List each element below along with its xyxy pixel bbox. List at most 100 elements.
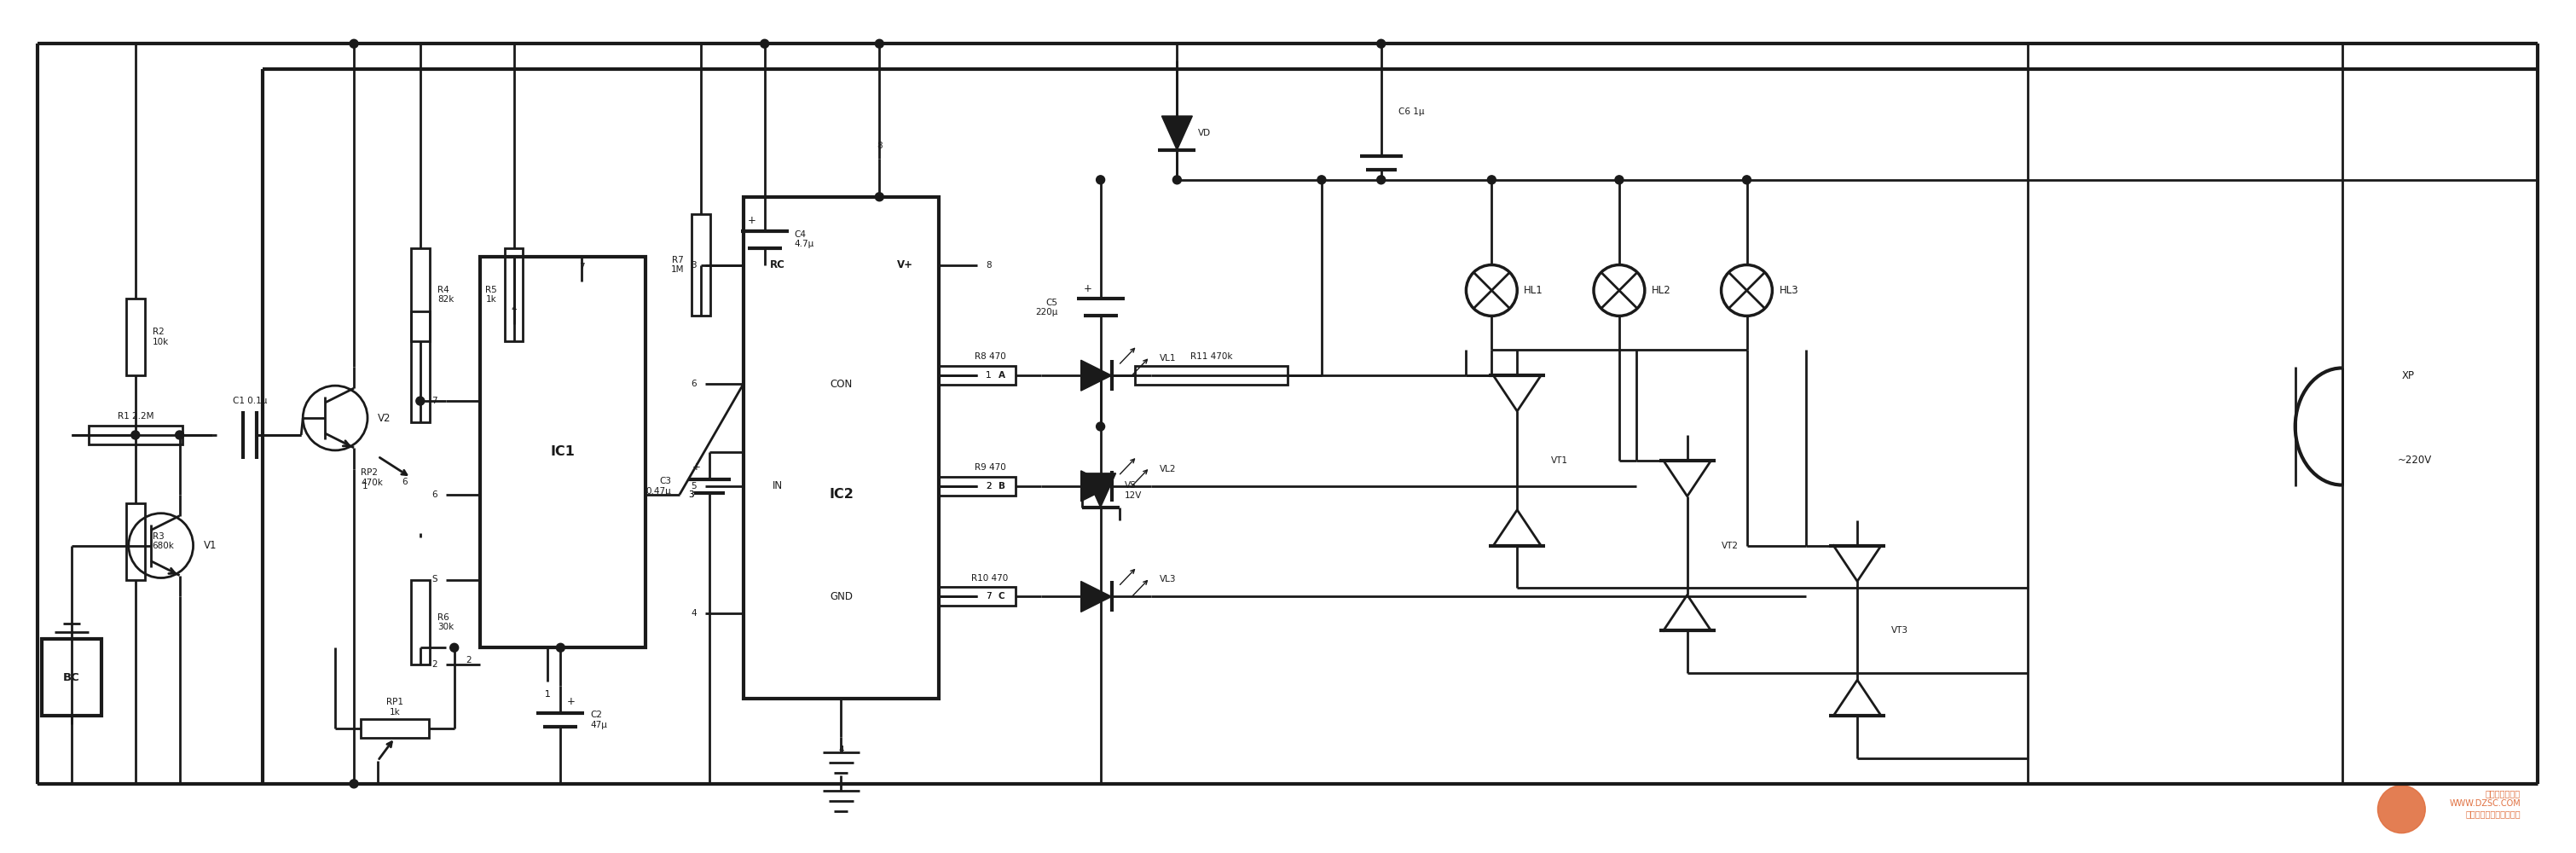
Text: 2: 2: [466, 656, 471, 664]
Text: VL2: VL2: [1159, 465, 1177, 473]
Bar: [41, 639, 100, 716]
Text: 1: 1: [546, 690, 551, 699]
Text: 6: 6: [433, 490, 438, 499]
Circle shape: [1172, 176, 1182, 184]
Text: 4: 4: [690, 609, 696, 618]
Text: S: S: [433, 576, 438, 584]
Text: 8: 8: [987, 261, 992, 270]
Circle shape: [451, 643, 459, 652]
Text: RC: RC: [770, 259, 786, 270]
Text: 7: 7: [987, 592, 992, 601]
Text: RP1
1k: RP1 1k: [386, 698, 404, 717]
Text: VL3: VL3: [1159, 576, 1177, 584]
Text: 3: 3: [690, 261, 696, 270]
Bar: [361, 719, 428, 738]
Circle shape: [1486, 176, 1497, 184]
Text: R7
1M: R7 1M: [670, 256, 683, 274]
Text: R11 470k: R11 470k: [1190, 352, 1231, 361]
Text: +: +: [1084, 283, 1092, 294]
Circle shape: [556, 643, 564, 652]
Text: +: +: [567, 696, 574, 707]
Text: R4
82k: R4 82k: [438, 286, 453, 304]
Polygon shape: [1082, 581, 1113, 612]
Text: C2
47μ: C2 47μ: [590, 711, 608, 729]
Text: 2: 2: [433, 660, 438, 669]
Text: R2
10k: R2 10k: [152, 328, 170, 346]
Text: V+: V+: [896, 259, 912, 270]
Text: R6
30k: R6 30k: [438, 613, 453, 631]
Text: 1: 1: [546, 690, 551, 699]
Bar: [505, 248, 523, 341]
Text: C6 1μ: C6 1μ: [1399, 107, 1425, 116]
Text: R5
1k: R5 1k: [484, 286, 497, 304]
Text: IN: IN: [773, 480, 783, 491]
Circle shape: [760, 39, 768, 48]
Text: 3: 3: [688, 490, 693, 499]
Text: 7: 7: [987, 592, 992, 601]
Circle shape: [1097, 176, 1105, 184]
Text: 6: 6: [690, 380, 696, 388]
Text: HL3: HL3: [1780, 285, 1798, 296]
Text: 1: 1: [363, 482, 368, 490]
Circle shape: [2378, 786, 2427, 833]
Text: V1: V1: [204, 540, 216, 551]
Bar: [412, 311, 430, 422]
Circle shape: [350, 780, 358, 788]
Text: 2: 2: [987, 482, 992, 490]
Polygon shape: [1082, 471, 1113, 502]
Text: +: +: [747, 215, 757, 226]
Circle shape: [1741, 176, 1752, 184]
Circle shape: [1316, 176, 1327, 184]
Text: 4: 4: [510, 305, 518, 313]
Text: VT1: VT1: [1551, 456, 1569, 465]
Text: 2: 2: [987, 482, 992, 490]
Text: VT3: VT3: [1891, 626, 1909, 635]
Text: ~220V: ~220V: [2398, 455, 2432, 466]
Text: VS
12V: VS 12V: [1123, 481, 1141, 500]
Text: R9 470: R9 470: [974, 463, 1005, 472]
Text: 8: 8: [876, 142, 881, 150]
Text: 1: 1: [987, 371, 992, 380]
Text: R1 2.2M: R1 2.2M: [118, 412, 155, 421]
Text: 5: 5: [690, 482, 696, 490]
Bar: [938, 366, 1015, 385]
Circle shape: [876, 193, 884, 201]
Text: A: A: [999, 371, 1005, 380]
Bar: [938, 477, 1015, 496]
Text: VT2: VT2: [1721, 542, 1739, 550]
Bar: [938, 587, 1015, 606]
Polygon shape: [1082, 360, 1113, 391]
Text: HL1: HL1: [1525, 285, 1543, 296]
Circle shape: [1615, 176, 1623, 184]
Text: C4
4.7μ: C4 4.7μ: [793, 230, 814, 248]
Text: 3: 3: [688, 490, 693, 499]
Circle shape: [1097, 422, 1105, 431]
Circle shape: [876, 39, 884, 48]
Text: R10 470: R10 470: [971, 574, 1007, 583]
Bar: [1133, 366, 1288, 385]
Text: VD: VD: [1198, 129, 1211, 137]
Bar: [126, 503, 144, 580]
Bar: [126, 299, 144, 375]
Text: C1 0.1μ: C1 0.1μ: [232, 397, 268, 405]
Text: 1: 1: [987, 371, 992, 380]
Circle shape: [1376, 176, 1386, 184]
Text: HL2: HL2: [1651, 285, 1672, 296]
Text: C: C: [999, 592, 1005, 601]
Text: B: B: [999, 482, 1005, 490]
Text: XP: XP: [2401, 370, 2414, 381]
Bar: [690, 214, 711, 316]
Bar: [88, 426, 183, 444]
Bar: [479, 257, 647, 647]
Bar: [412, 248, 430, 341]
Circle shape: [131, 431, 139, 439]
Text: VL1: VL1: [1159, 354, 1177, 363]
Text: +: +: [693, 461, 701, 473]
Text: 维库电子市场网
WWW.DZSC.COM
专业电子元器件交易网站: 维库电子市场网 WWW.DZSC.COM 专业电子元器件交易网站: [2450, 790, 2519, 818]
Bar: [744, 197, 938, 699]
Text: GND: GND: [829, 591, 853, 602]
Text: 7: 7: [433, 397, 438, 405]
Circle shape: [350, 39, 358, 48]
Text: V2: V2: [379, 413, 392, 424]
Text: RP2
470k: RP2 470k: [361, 468, 384, 487]
